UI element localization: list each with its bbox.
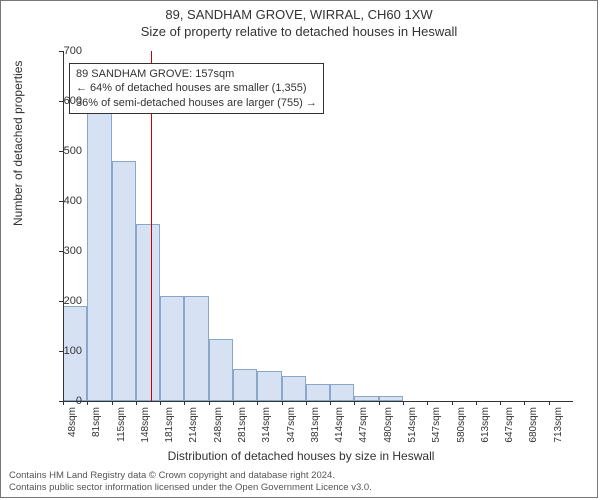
y-tick-label: 400: [42, 195, 82, 207]
histogram-bar: [330, 384, 354, 402]
histogram-bar: [306, 384, 330, 402]
histogram-bar: [160, 296, 184, 401]
chart-container: 89, SANDHAM GROVE, WIRRAL, CH60 1XW Size…: [0, 0, 598, 498]
y-tick-label: 600: [42, 95, 82, 107]
histogram-bar: [112, 161, 136, 401]
y-axis-title: Number of detached properties: [11, 61, 25, 226]
annotation-line: ← 64% of detached houses are smaller (1,…: [76, 81, 317, 95]
footer-line: Contains HM Land Registry data © Crown c…: [9, 470, 372, 481]
x-axis-title: Distribution of detached houses by size …: [1, 449, 600, 463]
histogram-bar: [136, 224, 160, 402]
y-tick-label: 300: [42, 245, 82, 257]
y-tick-label: 0: [42, 395, 82, 407]
plot-area: 48sqm81sqm115sqm148sqm181sqm214sqm248sqm…: [63, 51, 573, 401]
chart-title: 89, SANDHAM GROVE, WIRRAL, CH60 1XW: [1, 7, 597, 24]
histogram-bar: [184, 296, 208, 401]
chart-subtitle: Size of property relative to detached ho…: [1, 24, 597, 39]
histogram-bar: [87, 111, 111, 401]
y-tick-label: 100: [42, 345, 82, 357]
annotation-box: 89 SANDHAM GROVE: 157sqm← 64% of detache…: [69, 63, 324, 114]
y-tick-label: 700: [42, 45, 82, 57]
footer-line: Contains public sector information licen…: [9, 482, 372, 493]
histogram-bar: [233, 369, 257, 402]
x-axis-line: [63, 401, 573, 402]
footer-attribution: Contains HM Land Registry data © Crown c…: [9, 470, 372, 493]
annotation-line: 89 SANDHAM GROVE: 157sqm: [76, 67, 317, 81]
y-tick-label: 200: [42, 295, 82, 307]
histogram-bar: [257, 371, 281, 401]
histogram-bar: [282, 376, 306, 401]
annotation-line: 36% of semi-detached houses are larger (…: [76, 96, 317, 110]
y-tick-label: 500: [42, 145, 82, 157]
histogram-bar: [209, 339, 233, 402]
